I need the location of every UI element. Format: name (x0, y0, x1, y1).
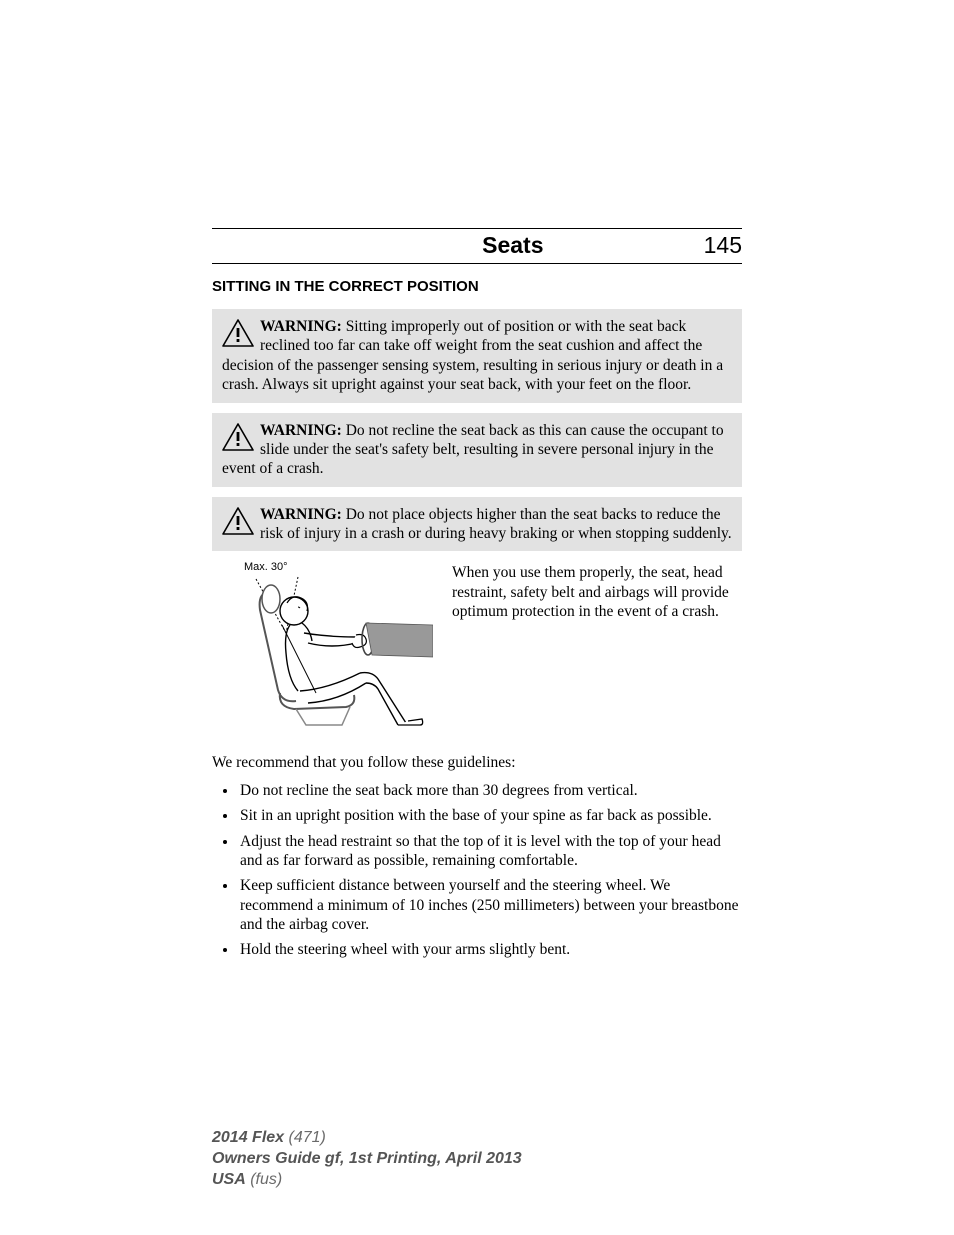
guideline-item: Adjust the head restraint so that the to… (238, 832, 742, 871)
warning-icon (222, 423, 254, 451)
figure-row: Max. 30° (212, 561, 742, 735)
guidelines-list: Do not recline the seat back more than 3… (212, 781, 742, 960)
footer-model: 2014 Flex (212, 1129, 284, 1146)
guideline-item: Do not recline the seat back more than 3… (238, 781, 742, 800)
warning-label: WARNING: (260, 506, 342, 523)
warning-text-2: WARNING: Do not recline the seat back as… (222, 422, 724, 478)
warning-text-1: WARNING: Sitting improperly out of posit… (222, 318, 723, 393)
warning-box-1: WARNING: Sitting improperly out of posit… (212, 309, 742, 403)
footer-suffix: (fus) (246, 1171, 282, 1188)
section-heading: SITTING IN THE CORRECT POSITION (212, 278, 742, 295)
page-content: Seats 145 SITTING IN THE CORRECT POSITIO… (212, 228, 742, 966)
warning-box-2: WARNING: Do not recline the seat back as… (212, 413, 742, 487)
chapter-title: Seats (212, 232, 704, 259)
guideline-item: Sit in an upright position with the base… (238, 806, 742, 825)
guideline-item: Hold the steering wheel with your arms s… (238, 940, 742, 959)
figure-side-text: When you use them properly, the seat, he… (452, 561, 742, 735)
seat-position-figure: Max. 30° (212, 561, 434, 735)
warning-label: WARNING: (260, 318, 342, 335)
page-header: Seats 145 (212, 228, 742, 264)
page-footer: 2014 Flex (471) Owners Guide gf, 1st Pri… (212, 1128, 522, 1190)
footer-line-3: USA (fus) (212, 1170, 522, 1191)
seat-diagram-svg (238, 575, 433, 730)
footer-code: (471) (284, 1129, 326, 1146)
warning-icon (222, 507, 254, 535)
guideline-item: Keep sufficient distance between yoursel… (238, 876, 742, 934)
figure-caption: Max. 30° (238, 561, 434, 573)
warning-box-3: WARNING: Do not place objects higher tha… (212, 497, 742, 552)
warning-label: WARNING: (260, 422, 342, 439)
warning-text-3: WARNING: Do not place objects higher tha… (260, 506, 732, 542)
guidelines-intro: We recommend that you follow these guide… (212, 753, 742, 772)
footer-line-2: Owners Guide gf, 1st Printing, April 201… (212, 1149, 522, 1170)
page-number: 145 (704, 232, 742, 259)
footer-region: USA (212, 1171, 246, 1188)
warning-icon (222, 319, 254, 347)
footer-line-1: 2014 Flex (471) (212, 1128, 522, 1149)
